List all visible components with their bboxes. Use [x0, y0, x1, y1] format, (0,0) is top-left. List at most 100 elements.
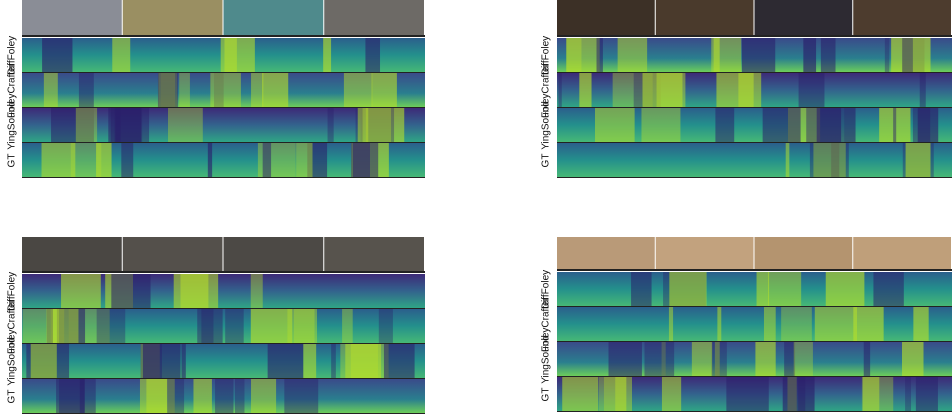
spectrogram-band: [250, 309, 293, 343]
spectrogram-band: [262, 73, 289, 107]
spectrogram-band: [596, 38, 603, 72]
spectrogram-band: [884, 38, 890, 72]
video-frame: [22, 237, 122, 272]
spectrogram-band: [342, 309, 353, 343]
spectrogram-band: [669, 272, 707, 306]
spectrogram-band: [371, 73, 397, 107]
spectrogram-band: [661, 377, 682, 411]
spectrogram-band: [180, 274, 219, 308]
row-divider: [557, 72, 952, 73]
spectrogram-band: [96, 143, 112, 177]
spectrogram-band: [644, 342, 675, 376]
spectrogram-band: [331, 344, 336, 378]
video-frame: [853, 0, 951, 36]
spectrogram-band: [22, 309, 60, 343]
spectrogram-band: [784, 342, 796, 376]
spectrogram-band: [813, 143, 846, 177]
video-frame: [22, 0, 122, 36]
row-label: GT: [541, 154, 552, 168]
spectrogram-band: [661, 342, 666, 376]
spectrogram-band: [825, 272, 865, 306]
spectrogram-band: [56, 309, 86, 343]
spectrogram-band: [755, 342, 776, 376]
frame-border: [22, 35, 425, 37]
spectrogram: [22, 379, 425, 413]
spectrogram-band: [608, 342, 642, 376]
spectrogram-band: [902, 342, 924, 376]
spectrogram-band: [46, 309, 53, 343]
spectrogram-band: [905, 143, 931, 177]
spectrogram-band: [210, 73, 241, 107]
row-divider: [557, 177, 952, 178]
spectrogram-band: [631, 272, 652, 306]
spectrogram-band: [201, 309, 214, 343]
spectrogram-band: [327, 108, 334, 142]
video-frame: [324, 237, 424, 272]
spectrogram-band: [207, 143, 213, 177]
spectrogram-band: [917, 108, 939, 142]
row-label: YingSound: [7, 101, 18, 150]
spectrogram-band: [595, 108, 635, 142]
spectrogram-band: [781, 307, 812, 341]
spectrogram-band: [343, 73, 373, 107]
video-frame: [122, 0, 223, 36]
row-label: GT: [541, 388, 552, 402]
spectrogram-band: [79, 379, 85, 413]
row-label: FoleyCrafter: [541, 296, 552, 352]
spectrogram-band: [142, 344, 181, 378]
spectrogram-band: [785, 143, 790, 177]
row-divider: [557, 341, 952, 342]
spectrogram-band: [891, 38, 931, 72]
video-frame: [655, 237, 754, 270]
spectrogram-band: [181, 344, 186, 378]
frame-border: [557, 35, 952, 37]
spectrogram-band: [110, 108, 150, 142]
spectrogram-band: [307, 143, 328, 177]
video-frame: [557, 237, 655, 270]
spectrogram-band: [806, 108, 845, 142]
row-divider: [22, 308, 425, 309]
spectrogram-band: [224, 38, 255, 72]
row-label: YingSound: [541, 335, 552, 384]
spectrogram-band: [59, 379, 96, 413]
spectrogram-band: [56, 379, 85, 413]
spectrogram-band: [340, 344, 378, 378]
spectrogram-band: [844, 108, 856, 142]
frame-border: [22, 271, 425, 273]
frame-border: [557, 269, 952, 271]
row-label: FoleyCrafter: [541, 62, 552, 118]
spectrogram-band: [617, 38, 648, 72]
video-frame: [324, 0, 424, 36]
spectrogram-band: [121, 143, 134, 177]
spectrogram-band: [893, 108, 897, 142]
row-divider: [22, 177, 425, 178]
spectrogram-band: [714, 342, 720, 376]
spectrogram-band: [352, 143, 379, 177]
row-label: FoleyCrafter: [7, 298, 18, 354]
spectrogram-band: [641, 108, 681, 142]
spectrogram-band: [579, 73, 592, 107]
spectrogram-band: [357, 108, 369, 142]
row-divider: [557, 142, 952, 143]
row-label: DiffFoley: [7, 36, 18, 75]
spectrogram-band: [831, 143, 840, 177]
row-divider: [557, 411, 952, 412]
spectrogram-band: [267, 344, 304, 378]
spectrogram-band: [250, 274, 263, 308]
spectrogram-band: [41, 143, 76, 177]
video-frame: [223, 237, 324, 272]
spectrogram-band: [293, 309, 318, 343]
spectrogram-band: [873, 272, 904, 306]
spectrogram-band: [713, 38, 720, 72]
spectrogram-band: [108, 108, 141, 142]
spectrogram-band: [78, 73, 94, 107]
row-label: GT: [7, 390, 18, 404]
spectrogram-band: [197, 309, 223, 343]
row-label: FoleyCrafter: [7, 62, 18, 118]
spectrogram-band: [820, 38, 836, 72]
spectrogram-band: [803, 38, 817, 72]
spectrogram-band: [112, 38, 131, 72]
spectrogram-band: [179, 73, 190, 107]
